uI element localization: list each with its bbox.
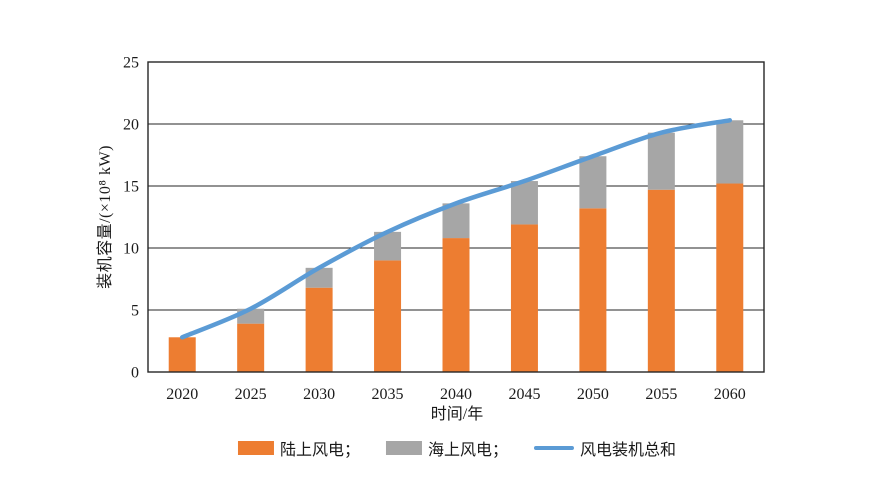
y-tick-label-20: 20 — [123, 117, 139, 134]
x-tick-label-2020: 2020 — [166, 386, 198, 403]
x-tick-label-2030: 2030 — [303, 386, 335, 403]
x-axis-title: 时间/年 — [430, 406, 484, 423]
chart-legend: 陆上风电； 海上风电； 风电装机总和 — [237, 436, 676, 460]
y-tick-label-5: 5 — [131, 303, 139, 320]
offshore-swatch-icon — [385, 441, 422, 455]
bar-segment-onshore-2050 — [579, 208, 607, 372]
bar-segment-onshore-2055 — [647, 189, 675, 372]
legend-item-offshore: 海上风电； — [385, 436, 509, 460]
bar-segment-onshore-2035 — [374, 260, 402, 372]
total-legend-label: 风电装机总和 — [580, 442, 677, 459]
bar-segment-onshore-2030 — [305, 287, 333, 372]
bar-segment-onshore-2060 — [716, 183, 744, 372]
bar-segment-onshore-2020 — [168, 337, 196, 372]
x-tick-label-2040: 2040 — [440, 386, 472, 403]
x-tick-label-2045: 2045 — [508, 386, 540, 403]
bar-segment-offshore-2045 — [510, 181, 538, 225]
x-tick-label-2025: 2025 — [235, 386, 267, 403]
onshore-legend-label: 陆上风电； — [279, 442, 360, 459]
legend-item-total: 风电装机总和 — [534, 436, 676, 460]
x-tick-label-2035: 2035 — [372, 386, 404, 403]
y-tick-label-0: 0 — [131, 365, 139, 382]
plot-border — [147, 61, 765, 373]
legend-item-onshore: 陆上风电； — [237, 436, 360, 460]
bar-segment-offshore-2060 — [716, 120, 744, 184]
bar-segment-offshore-2055 — [647, 132, 675, 190]
onshore-swatch-icon — [237, 441, 274, 455]
y-tick-label-25: 25 — [123, 55, 139, 72]
bar-segment-onshore-2040 — [442, 238, 470, 372]
y-tick-label-10: 10 — [123, 241, 139, 258]
y-axis-title: 装机容量/(×10⁸ kW) — [97, 145, 114, 289]
total-capacity-line — [179, 118, 733, 340]
x-tick-label-2050: 2050 — [577, 386, 609, 403]
bar-segment-onshore-2045 — [510, 224, 538, 372]
offshore-legend-label: 海上风电； — [427, 442, 509, 459]
total-line-swatch-icon — [534, 446, 575, 450]
x-tick-label-2055: 2055 — [645, 386, 677, 403]
x-tick-label-2060: 2060 — [714, 386, 746, 403]
bar-segment-onshore-2025 — [237, 323, 265, 372]
bar-segment-offshore-2050 — [579, 156, 607, 209]
y-tick-label-15: 15 — [123, 179, 139, 196]
